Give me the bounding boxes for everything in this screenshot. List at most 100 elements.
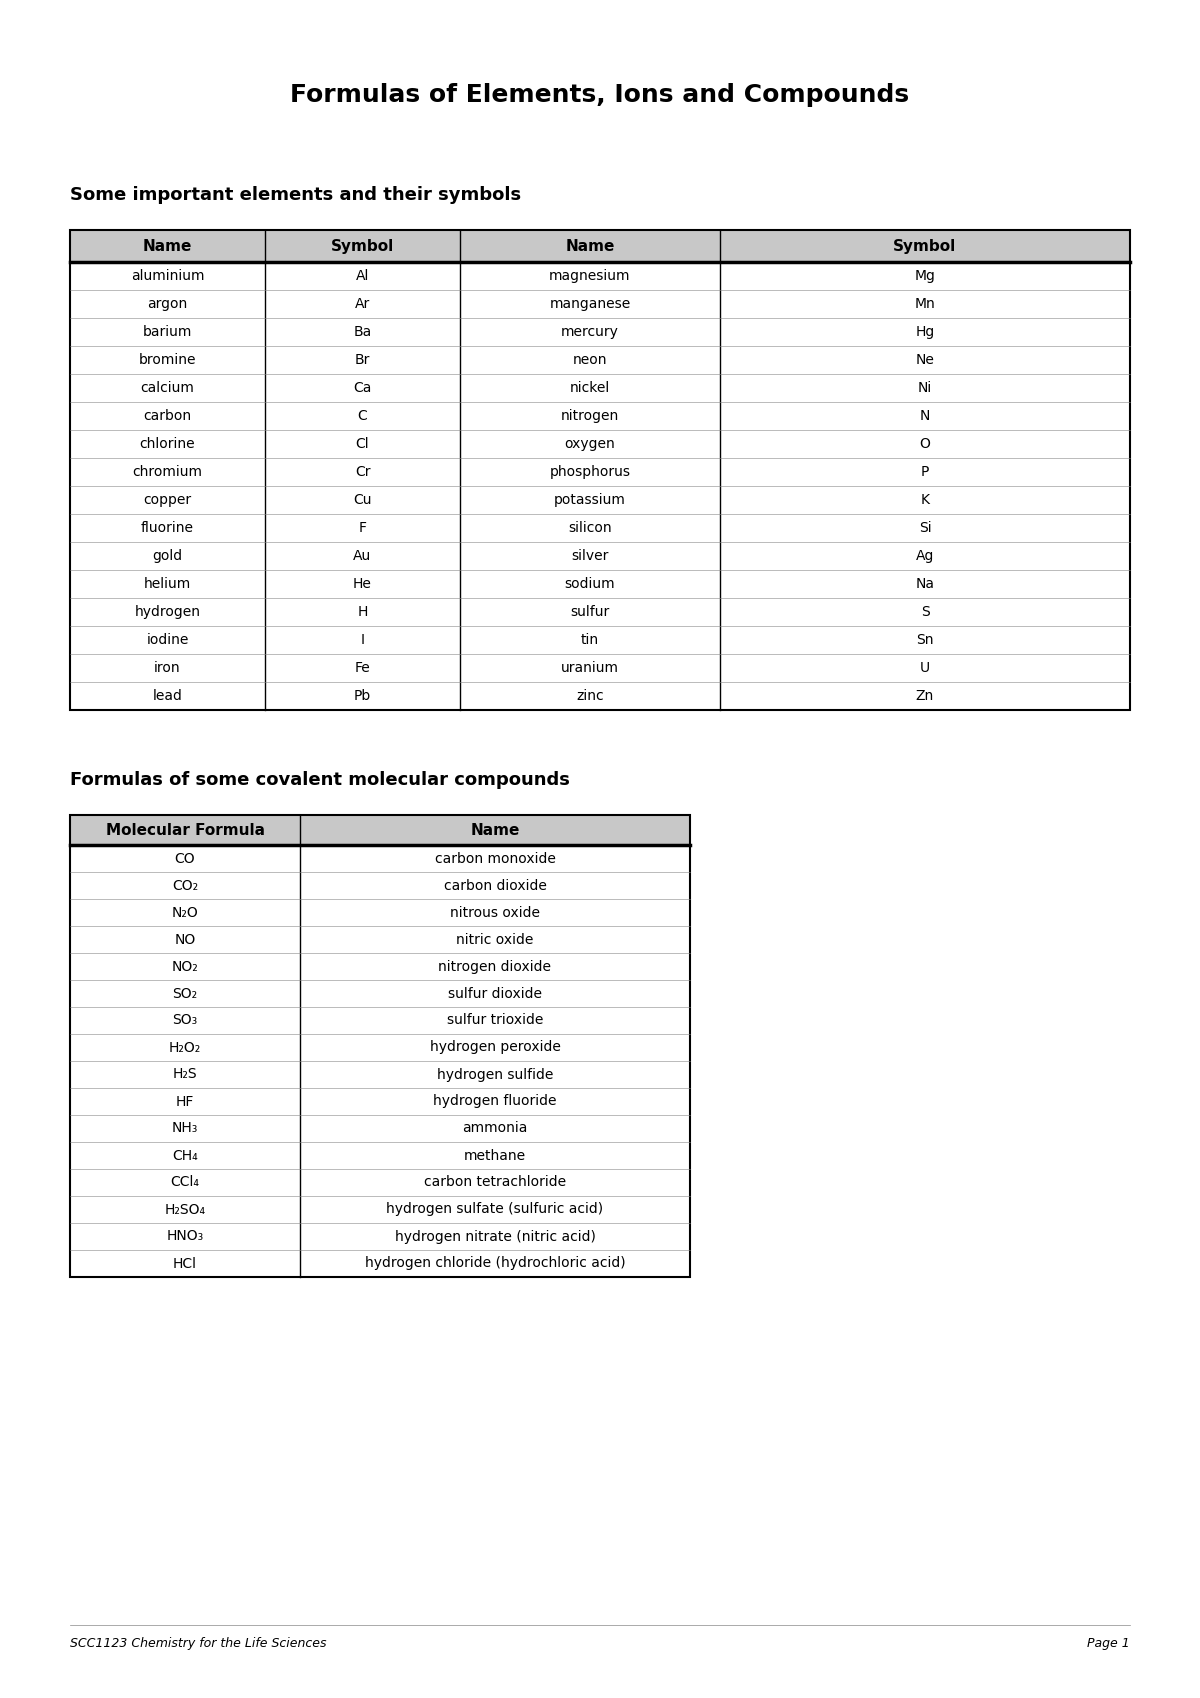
Text: N₂O: N₂O	[172, 905, 198, 920]
Text: Ar: Ar	[355, 297, 370, 311]
Text: SO₃: SO₃	[173, 1014, 198, 1027]
Text: lead: lead	[152, 689, 182, 703]
Text: Cl: Cl	[355, 436, 370, 452]
Text: I: I	[360, 633, 365, 647]
Text: HCl: HCl	[173, 1257, 197, 1270]
Text: hydrogen chloride (hydrochloric acid): hydrogen chloride (hydrochloric acid)	[365, 1257, 625, 1270]
Text: copper: copper	[144, 492, 192, 508]
Text: U: U	[920, 661, 930, 676]
Text: Name: Name	[470, 822, 520, 837]
Text: uranium: uranium	[562, 661, 619, 676]
Bar	[70, 815, 690, 1277]
Text: Symbol: Symbol	[331, 238, 394, 253]
Text: SO₂: SO₂	[173, 987, 198, 1000]
Text: O: O	[919, 436, 930, 452]
Text: H₂S: H₂S	[173, 1068, 197, 1082]
Text: manganese: manganese	[550, 297, 631, 311]
Text: Name: Name	[143, 238, 192, 253]
Text: Zn: Zn	[916, 689, 934, 703]
Text: nickel: nickel	[570, 380, 610, 396]
Text: Ca: Ca	[353, 380, 372, 396]
Text: sulfur trioxide: sulfur trioxide	[446, 1014, 544, 1027]
Text: chlorine: chlorine	[139, 436, 196, 452]
Text: hydrogen sulfate (sulfuric acid): hydrogen sulfate (sulfuric acid)	[386, 1202, 604, 1216]
Text: H₂SO₄: H₂SO₄	[164, 1202, 205, 1216]
Text: silicon: silicon	[568, 521, 612, 535]
Text: chromium: chromium	[132, 465, 203, 479]
Text: Na: Na	[916, 577, 935, 591]
Bar	[70, 815, 690, 846]
Text: CCl₄: CCl₄	[170, 1175, 199, 1190]
Text: NO₂: NO₂	[172, 959, 198, 973]
Text: gold: gold	[152, 548, 182, 564]
Text: Al: Al	[356, 268, 370, 284]
Text: N: N	[920, 409, 930, 423]
Text: S: S	[920, 604, 929, 620]
Text: ammonia: ammonia	[462, 1121, 528, 1136]
Text: fluorine: fluorine	[142, 521, 194, 535]
Text: Br: Br	[355, 353, 370, 367]
Text: C: C	[358, 409, 367, 423]
Text: phosphorus: phosphorus	[550, 465, 630, 479]
Text: oxygen: oxygen	[565, 436, 616, 452]
Text: Formulas of some covalent molecular compounds: Formulas of some covalent molecular comp…	[70, 771, 570, 790]
Text: sulfur: sulfur	[570, 604, 610, 620]
Text: Molecular Formula: Molecular Formula	[106, 822, 264, 837]
Text: F: F	[359, 521, 366, 535]
Text: Some important elements and their symbols: Some important elements and their symbol…	[70, 187, 521, 204]
Text: Ba: Ba	[353, 324, 372, 340]
Text: nitrous oxide: nitrous oxide	[450, 905, 540, 920]
Text: bromine: bromine	[139, 353, 197, 367]
Text: Cr: Cr	[355, 465, 371, 479]
Text: iron: iron	[154, 661, 181, 676]
Text: Au: Au	[353, 548, 372, 564]
Text: CH₄: CH₄	[172, 1148, 198, 1163]
Text: helium: helium	[144, 577, 191, 591]
Text: carbon tetrachloride: carbon tetrachloride	[424, 1175, 566, 1190]
Text: Ni: Ni	[918, 380, 932, 396]
Text: Mn: Mn	[914, 297, 935, 311]
Text: NO: NO	[174, 932, 196, 946]
Text: H: H	[358, 604, 367, 620]
Text: zinc: zinc	[576, 689, 604, 703]
Text: hydrogen: hydrogen	[134, 604, 200, 620]
Text: H₂O₂: H₂O₂	[169, 1041, 202, 1054]
Text: mercury: mercury	[562, 324, 619, 340]
Bar	[70, 229, 1130, 261]
Text: NH₃: NH₃	[172, 1121, 198, 1136]
Text: Fe: Fe	[355, 661, 371, 676]
Text: hydrogen sulfide: hydrogen sulfide	[437, 1068, 553, 1082]
Text: Si: Si	[919, 521, 931, 535]
Text: Cu: Cu	[353, 492, 372, 508]
Text: potassium: potassium	[554, 492, 626, 508]
Text: CO: CO	[175, 851, 196, 866]
Text: nitrogen dioxide: nitrogen dioxide	[438, 959, 552, 973]
Text: sulfur dioxide: sulfur dioxide	[448, 987, 542, 1000]
Text: nitric oxide: nitric oxide	[456, 932, 534, 946]
Text: tin: tin	[581, 633, 599, 647]
Text: He: He	[353, 577, 372, 591]
Text: hydrogen nitrate (nitric acid): hydrogen nitrate (nitric acid)	[395, 1229, 595, 1243]
Text: CO₂: CO₂	[172, 878, 198, 893]
Text: Name: Name	[565, 238, 614, 253]
Text: HNO₃: HNO₃	[167, 1229, 204, 1243]
Text: Pb: Pb	[354, 689, 371, 703]
Text: argon: argon	[148, 297, 187, 311]
Text: calcium: calcium	[140, 380, 194, 396]
Text: carbon: carbon	[144, 409, 192, 423]
Text: iodine: iodine	[146, 633, 188, 647]
Text: methane: methane	[464, 1148, 526, 1163]
Text: Page 1: Page 1	[1087, 1637, 1130, 1649]
Text: P: P	[920, 465, 929, 479]
Text: magnesium: magnesium	[550, 268, 631, 284]
Text: Formulas of Elements, Ions and Compounds: Formulas of Elements, Ions and Compounds	[290, 83, 910, 107]
Text: Hg: Hg	[916, 324, 935, 340]
Text: Symbol: Symbol	[893, 238, 956, 253]
Text: sodium: sodium	[565, 577, 616, 591]
Text: barium: barium	[143, 324, 192, 340]
Text: SCC1123 Chemistry for the Life Sciences: SCC1123 Chemistry for the Life Sciences	[70, 1637, 326, 1649]
Text: Ne: Ne	[916, 353, 935, 367]
Text: K: K	[920, 492, 930, 508]
Bar	[70, 229, 1130, 710]
Text: Sn: Sn	[917, 633, 934, 647]
